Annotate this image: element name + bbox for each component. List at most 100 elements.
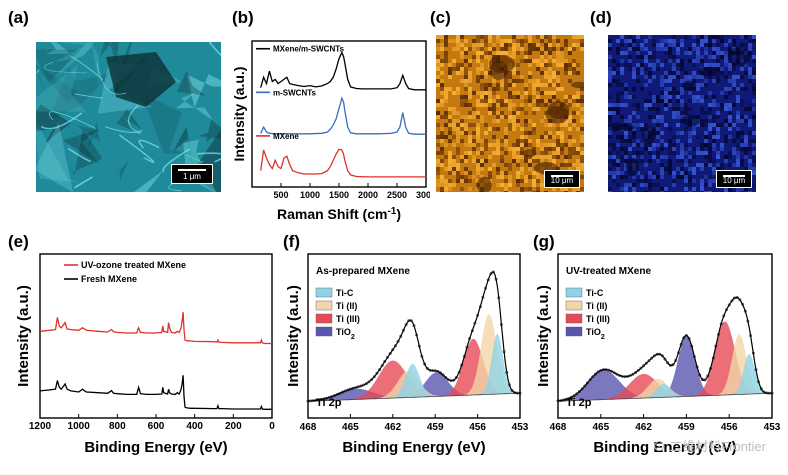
map-c-pixel <box>536 67 540 71</box>
map-d-pixel <box>716 55 720 59</box>
map-c-pixel <box>476 75 480 79</box>
map-d-pixel <box>664 167 668 171</box>
map-c-pixel <box>552 87 556 91</box>
map-d-pixel <box>688 131 692 135</box>
map-d-pixel <box>620 63 624 67</box>
map-d-pixel <box>716 95 720 99</box>
map-c-pixel <box>580 51 584 55</box>
map-d-pixel <box>708 187 712 191</box>
map-c-pixel <box>536 63 540 67</box>
map-d-pixel <box>736 151 740 155</box>
map-d-pixel <box>612 135 616 139</box>
map-c-pixel <box>436 191 440 195</box>
map-d-pixel <box>680 111 684 115</box>
map-c-pixel <box>488 39 492 43</box>
map-d-pixel <box>752 51 756 55</box>
data-point <box>610 369 613 373</box>
map-d-pixel <box>616 155 620 159</box>
map-c-pixel <box>492 167 496 171</box>
map-d-pixel <box>724 127 728 131</box>
map-d-pixel <box>664 143 668 147</box>
map-d-pixel <box>624 103 628 107</box>
map-c-pixel <box>520 163 524 167</box>
map-d-pixel <box>728 63 732 67</box>
map-c-pixel <box>576 139 580 143</box>
map-c-pixel <box>532 159 536 163</box>
map-d-pixel <box>620 139 624 143</box>
map-c-pixel <box>552 39 556 43</box>
map-d-pixel <box>644 75 648 79</box>
map-c-pixel <box>580 167 584 171</box>
map-d-pixel <box>696 95 700 99</box>
map-c-pixel <box>516 127 520 131</box>
map-d-pixel <box>700 171 704 175</box>
map-d-pixel <box>700 175 704 179</box>
map-d-pixel <box>644 183 648 187</box>
map-c-pixel <box>444 83 448 87</box>
map-d-pixel <box>744 191 748 195</box>
map-c-pixel <box>500 47 504 51</box>
y-axis-label: Intensity (a.u.) <box>535 285 552 387</box>
map-c-pixel <box>504 39 508 43</box>
map-c-pixel <box>548 127 552 131</box>
map-d-pixel <box>740 147 744 151</box>
map-d-pixel <box>672 143 676 147</box>
map-d-pixel <box>620 171 624 175</box>
data-point <box>733 296 736 300</box>
map-c-pixel <box>436 115 440 119</box>
data-point <box>518 391 522 395</box>
map-c-pixel <box>516 79 520 83</box>
map-c-pixel <box>476 83 480 87</box>
map-d-pixel <box>744 147 748 151</box>
map-d-pixel <box>624 47 628 51</box>
map-d-pixel <box>660 147 664 151</box>
data-point <box>658 352 662 356</box>
map-c-pixel <box>564 79 568 83</box>
map-d-pixel <box>616 187 620 191</box>
map-d-pixel <box>612 83 616 87</box>
map-c-pixel <box>464 127 468 131</box>
map-d-pixel <box>648 143 652 147</box>
map-d-pixel <box>684 179 688 183</box>
map-c-pixel <box>440 159 444 163</box>
map-c-pixel <box>560 143 564 147</box>
map-c-pixel <box>516 187 520 191</box>
map-c-pixel <box>580 155 584 159</box>
map-d-pixel <box>668 187 672 191</box>
map-d-pixel <box>676 47 680 51</box>
map-c-pixel <box>444 39 448 43</box>
map-c-pixel <box>536 151 540 155</box>
map-c-pixel <box>576 51 580 55</box>
map-c-pixel <box>532 83 536 87</box>
map-d-pixel <box>660 39 664 43</box>
map-d-pixel <box>656 159 660 163</box>
map-d-pixel <box>632 147 636 151</box>
map-d-pixel <box>696 175 700 179</box>
map-c-pixel <box>548 147 552 151</box>
map-c-pixel <box>568 83 572 87</box>
map-c-pixel <box>564 159 568 163</box>
map-d-pixel <box>668 83 672 87</box>
map-c-pixel <box>440 139 444 143</box>
map-c-pixel <box>468 159 472 163</box>
map-c-pixel <box>572 107 576 111</box>
map-c-pixel <box>496 187 500 191</box>
map-c-pixel <box>556 79 560 83</box>
map-c-pixel <box>468 163 472 167</box>
map-d-pixel <box>692 131 696 135</box>
map-c-pixel <box>444 135 448 139</box>
map-c-pixel <box>472 59 476 63</box>
data-point <box>725 308 728 312</box>
map-d-pixel <box>656 151 660 155</box>
data-point <box>433 369 437 373</box>
map-c-pixel <box>484 67 488 71</box>
map-d-pixel <box>664 91 668 95</box>
map-d-pixel <box>628 107 632 111</box>
map-d-pixel <box>628 43 632 47</box>
map-c-pixel <box>452 79 456 83</box>
map-c-pixel <box>516 39 520 43</box>
map-c-pixel <box>512 43 516 47</box>
map-d-pixel <box>700 179 704 183</box>
map-d-pixel <box>656 51 660 55</box>
map-d-pixel <box>712 75 716 79</box>
